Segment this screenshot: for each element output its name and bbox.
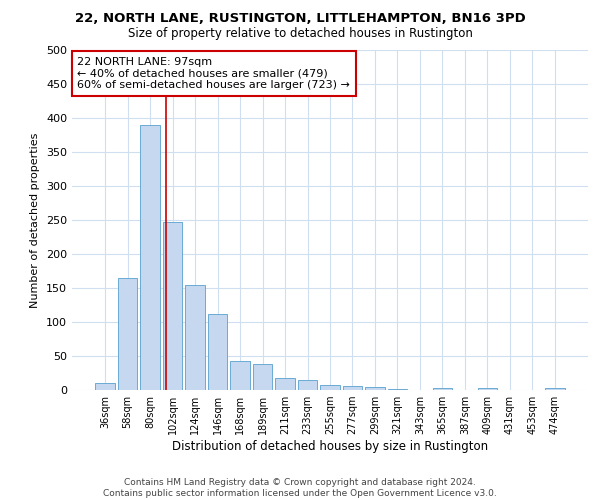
Text: Contains HM Land Registry data © Crown copyright and database right 2024.
Contai: Contains HM Land Registry data © Crown c… [103,478,497,498]
Bar [140,125,160,390]
Bar [95,383,115,390]
Text: Size of property relative to detached houses in Rustington: Size of property relative to detached ho… [128,28,472,40]
Bar [118,278,137,390]
Bar [320,384,340,390]
Bar [365,388,385,390]
Text: 22, NORTH LANE, RUSTINGTON, LITTLEHAMPTON, BN16 3PD: 22, NORTH LANE, RUSTINGTON, LITTLEHAMPTO… [74,12,526,26]
Bar [433,388,452,390]
Bar [343,386,362,390]
Bar [298,380,317,390]
Bar [163,222,182,390]
Bar [185,284,205,390]
Bar [478,388,497,390]
Bar [208,314,227,390]
Text: 22 NORTH LANE: 97sqm
← 40% of detached houses are smaller (479)
60% of semi-deta: 22 NORTH LANE: 97sqm ← 40% of detached h… [77,57,350,90]
Y-axis label: Number of detached properties: Number of detached properties [31,132,40,308]
Bar [388,388,407,390]
Bar [275,378,295,390]
X-axis label: Distribution of detached houses by size in Rustington: Distribution of detached houses by size … [172,440,488,453]
Bar [253,364,272,390]
Bar [545,388,565,390]
Bar [230,362,250,390]
